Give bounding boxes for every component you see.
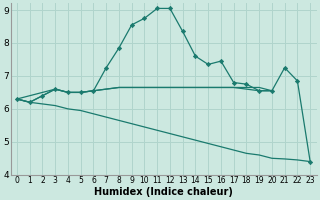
X-axis label: Humidex (Indice chaleur): Humidex (Indice chaleur)	[94, 187, 233, 197]
